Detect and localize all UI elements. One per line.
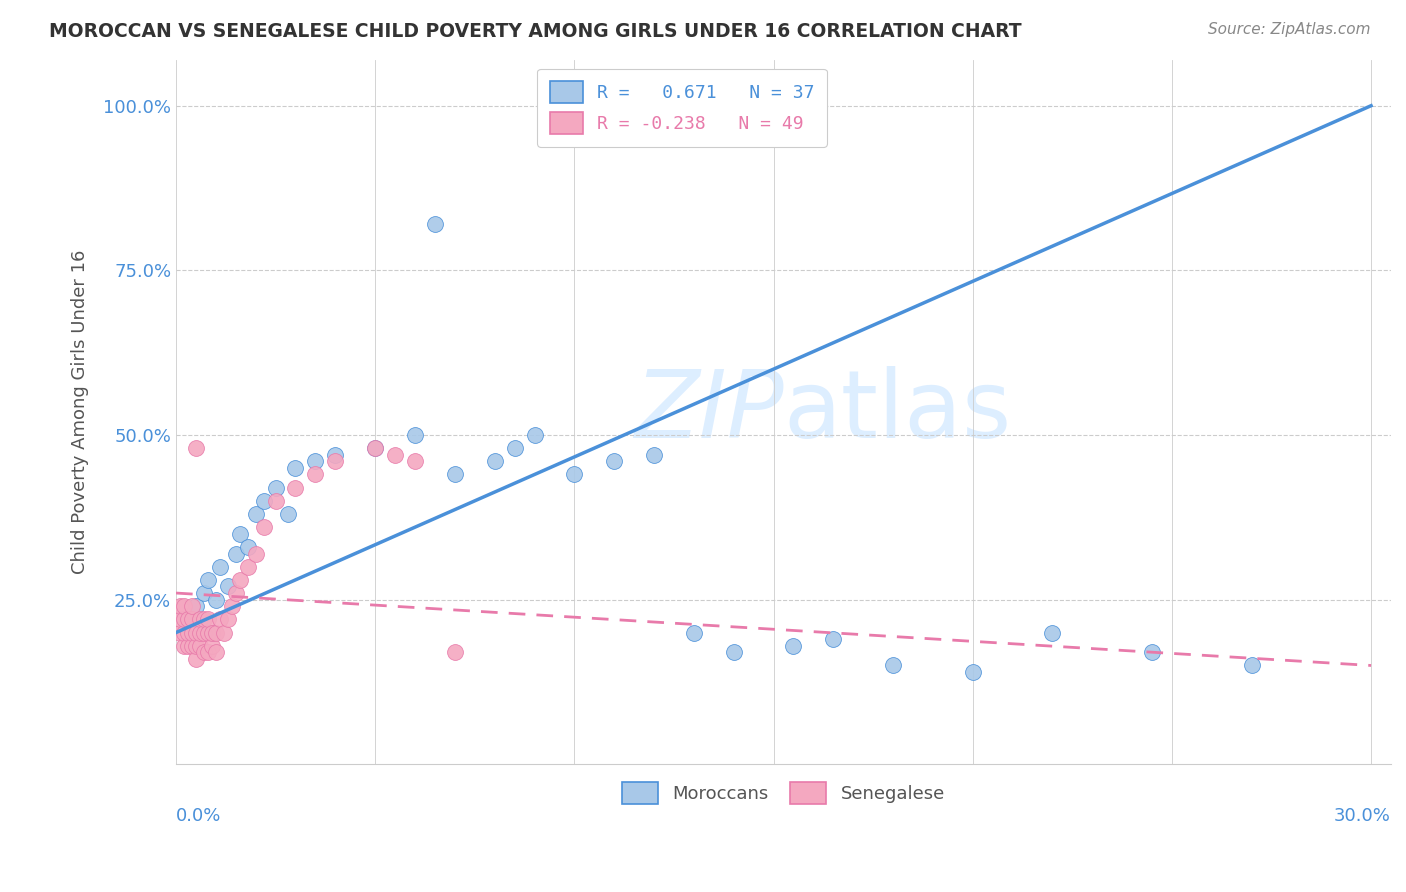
- Point: [444, 467, 467, 482]
- Point: [181, 612, 204, 626]
- Point: [225, 547, 247, 561]
- Point: [201, 625, 224, 640]
- Point: [205, 592, 228, 607]
- Point: [208, 559, 231, 574]
- Point: [603, 454, 626, 468]
- Point: [184, 652, 207, 666]
- Point: [193, 586, 215, 600]
- Point: [236, 540, 259, 554]
- Point: [404, 454, 426, 468]
- Point: [404, 428, 426, 442]
- Point: [193, 645, 215, 659]
- Point: [173, 612, 195, 626]
- Point: [177, 612, 200, 626]
- Point: [188, 625, 211, 640]
- Point: [284, 461, 307, 475]
- Point: [201, 625, 224, 640]
- Point: [197, 645, 219, 659]
- Point: [264, 481, 287, 495]
- Point: [173, 639, 195, 653]
- Point: [197, 612, 219, 626]
- Point: [962, 665, 984, 679]
- Point: [264, 493, 287, 508]
- Point: [181, 639, 204, 653]
- Point: [169, 599, 191, 614]
- Point: [325, 454, 347, 468]
- Y-axis label: Child Poverty Among Girls Under 16: Child Poverty Among Girls Under 16: [72, 250, 89, 574]
- Point: [1040, 625, 1063, 640]
- Point: [325, 448, 347, 462]
- Point: [782, 639, 804, 653]
- Point: [229, 573, 252, 587]
- Point: [193, 625, 215, 640]
- Point: [384, 448, 406, 462]
- Point: [683, 625, 706, 640]
- Point: [245, 507, 267, 521]
- Point: [188, 612, 211, 626]
- Point: [253, 520, 276, 534]
- Point: [304, 467, 326, 482]
- Text: 0.0%: 0.0%: [176, 806, 221, 824]
- Point: [188, 639, 211, 653]
- Point: [364, 441, 387, 455]
- Text: ZIP: ZIP: [634, 367, 783, 458]
- Point: [823, 632, 845, 647]
- Point: [277, 507, 299, 521]
- Point: [169, 625, 191, 640]
- Point: [184, 625, 207, 640]
- Point: [208, 612, 231, 626]
- Point: [197, 573, 219, 587]
- Point: [444, 645, 467, 659]
- Point: [523, 428, 546, 442]
- Point: [193, 612, 215, 626]
- Point: [212, 625, 235, 640]
- Point: [723, 645, 745, 659]
- Point: [423, 217, 446, 231]
- Point: [643, 448, 665, 462]
- Point: [364, 441, 387, 455]
- Point: [177, 625, 200, 640]
- Point: [225, 586, 247, 600]
- Point: [184, 599, 207, 614]
- Legend: Moroccans, Senegalese: Moroccans, Senegalese: [614, 775, 952, 812]
- Point: [221, 599, 243, 614]
- Point: [245, 547, 267, 561]
- Point: [169, 612, 191, 626]
- Point: [1140, 645, 1163, 659]
- Point: [173, 625, 195, 640]
- Point: [882, 658, 904, 673]
- Point: [205, 625, 228, 640]
- Point: [229, 526, 252, 541]
- Point: [284, 481, 307, 495]
- Point: [304, 454, 326, 468]
- Point: [177, 612, 200, 626]
- Point: [184, 639, 207, 653]
- Point: [201, 639, 224, 653]
- Text: MOROCCAN VS SENEGALESE CHILD POVERTY AMONG GIRLS UNDER 16 CORRELATION CHART: MOROCCAN VS SENEGALESE CHILD POVERTY AMO…: [49, 22, 1022, 41]
- Point: [217, 579, 239, 593]
- Point: [564, 467, 586, 482]
- Text: atlas: atlas: [783, 366, 1012, 458]
- Text: Source: ZipAtlas.com: Source: ZipAtlas.com: [1208, 22, 1371, 37]
- Point: [181, 625, 204, 640]
- Point: [484, 454, 506, 468]
- Point: [181, 599, 204, 614]
- Text: 30.0%: 30.0%: [1334, 806, 1391, 824]
- Point: [197, 625, 219, 640]
- Point: [253, 493, 276, 508]
- Point: [236, 559, 259, 574]
- Point: [177, 639, 200, 653]
- Point: [1240, 658, 1263, 673]
- Point: [503, 441, 526, 455]
- Point: [205, 645, 228, 659]
- Point: [217, 612, 239, 626]
- Point: [173, 599, 195, 614]
- Point: [184, 441, 207, 455]
